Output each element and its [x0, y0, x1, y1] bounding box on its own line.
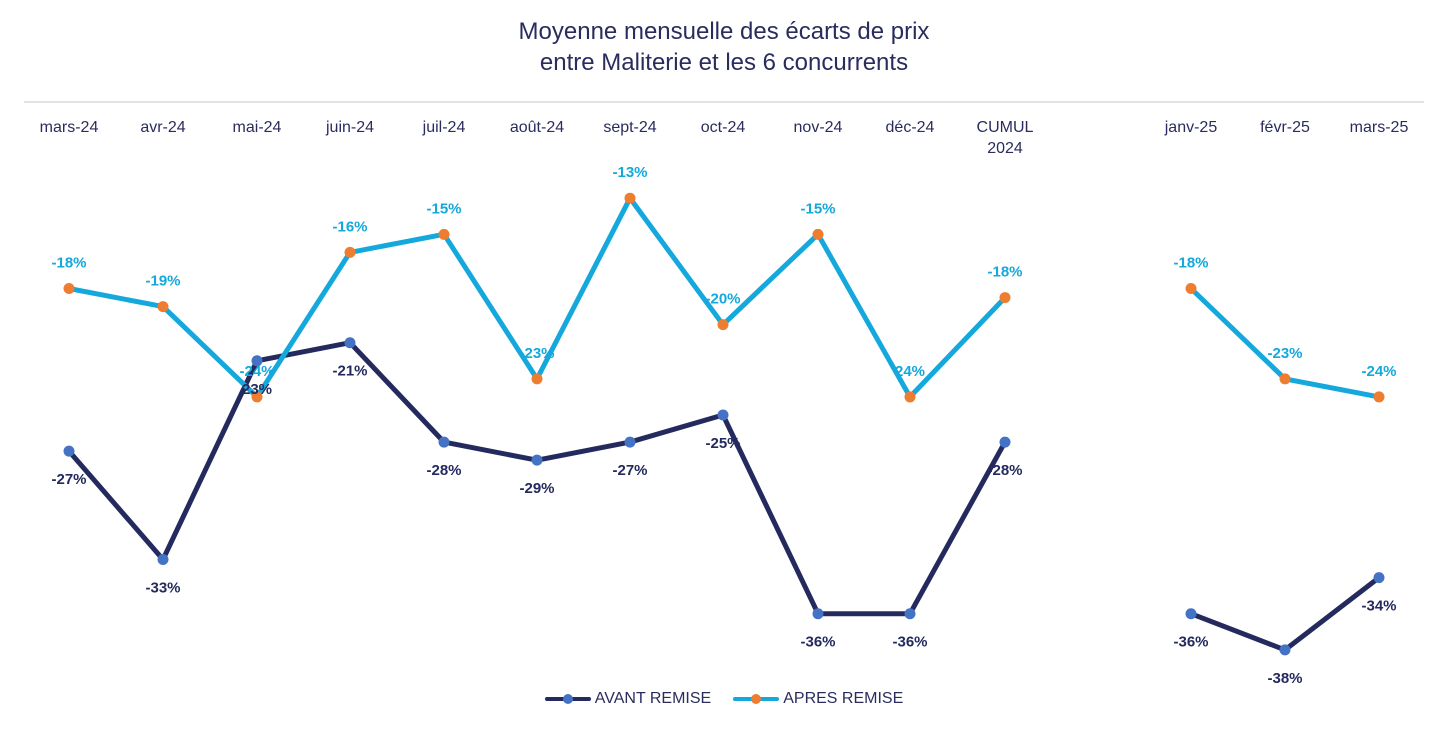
- data-point-apres: [717, 319, 729, 331]
- data-label-avant: -28%: [987, 462, 1022, 479]
- data-label-apres: -18%: [51, 255, 86, 272]
- data-point-apres: [624, 192, 636, 204]
- category-label: déc-24: [886, 119, 935, 136]
- data-label-apres: -18%: [1173, 255, 1208, 272]
- data-point-apres: [1373, 391, 1385, 403]
- data-label-avant: 23%: [242, 381, 272, 398]
- data-point-apres: [157, 301, 169, 313]
- data-point-apres: [63, 283, 75, 295]
- legend: AVANT REMISE APRES REMISE: [0, 689, 1448, 709]
- data-point-apres: [999, 292, 1011, 304]
- series-line-apres: [66, 195, 1008, 400]
- data-point-avant: [904, 608, 916, 620]
- data-label-avant: -27%: [51, 471, 86, 488]
- data-label-apres: 24%: [895, 363, 925, 380]
- data-point-avant: [999, 436, 1011, 448]
- chart-title-line-2: entre Maliterie et les 6 concurrents: [539, 49, 909, 76]
- category-label: nov-24: [794, 119, 843, 136]
- series-points: [63, 192, 1385, 656]
- data-point-avant: [812, 608, 824, 620]
- data-label-apres: -13%: [612, 164, 647, 181]
- data-point-apres: [812, 228, 824, 240]
- data-label-avant: -21%: [332, 363, 367, 380]
- data-point-avant: [63, 445, 75, 457]
- chart-title-line-1: Moyenne mensuelle des écarts de prix: [518, 18, 930, 45]
- data-point-avant: [531, 454, 543, 466]
- data-label-avant: -28%: [426, 462, 461, 479]
- legend-swatch-apres: [733, 694, 780, 704]
- data-label-avant: -36%: [800, 634, 835, 651]
- data-label-avant: -34%: [1361, 598, 1396, 615]
- category-label: févr-25: [1260, 119, 1310, 136]
- chart-title: Moyenne mensuelle des écarts de prix ent…: [0, 16, 1448, 78]
- category-label: avr-24: [140, 119, 185, 136]
- data-point-avant: [624, 436, 636, 448]
- category-label: mars-25: [1350, 119, 1409, 136]
- data-labels: -27% -33% 23% -21% -28% -29% -27% -25% -36% -36% -…: [51, 164, 1396, 687]
- category-label: juin-24: [325, 119, 374, 136]
- data-label-apres: -15%: [800, 200, 835, 217]
- legend-item-apres: APRES REMISE: [733, 689, 903, 709]
- category-labels: mars-24 avr-24 mai-24 juin-24 juil-24 août-24…: [40, 119, 1409, 157]
- category-label: mars-24: [40, 119, 99, 136]
- data-point-apres: [344, 246, 356, 258]
- data-point-apres: [1279, 373, 1291, 385]
- data-point-avant: [717, 409, 729, 421]
- category-label: août-24: [510, 119, 564, 136]
- data-label-avant: -33%: [145, 580, 180, 597]
- data-point-apres: [438, 228, 450, 240]
- data-label-apres: -23%: [519, 345, 554, 362]
- data-label-avant: -29%: [519, 480, 554, 497]
- data-point-apres: [904, 391, 916, 403]
- data-point-avant: [1185, 608, 1197, 620]
- data-label-avant: -36%: [892, 634, 927, 651]
- category-label: oct-24: [701, 119, 746, 136]
- data-label-avant: -27%: [612, 462, 647, 479]
- data-label-apres: -20%: [705, 291, 740, 308]
- data-point-avant: [157, 554, 169, 566]
- data-label-apres: -24%: [239, 363, 274, 380]
- series-line-avant: [1188, 575, 1382, 653]
- category-label: janv-25: [1164, 119, 1218, 136]
- data-point-apres: [531, 373, 543, 385]
- data-label-apres: -16%: [332, 218, 367, 235]
- legend-swatch-avant: [544, 694, 591, 704]
- category-label: sept-24: [603, 119, 656, 136]
- data-point-avant: [1279, 644, 1291, 656]
- data-label-apres: -24%: [1361, 363, 1396, 380]
- data-point-avant: [344, 337, 356, 349]
- category-label: mai-24: [233, 119, 282, 136]
- data-label-apres: -19%: [145, 273, 180, 290]
- data-point-avant: [251, 355, 263, 367]
- legend-label-avant: AVANT REMISE: [594, 690, 712, 707]
- data-label-apres: -18%: [987, 264, 1022, 281]
- data-point-apres: [251, 391, 263, 403]
- legend-item-avant: AVANT REMISE: [544, 689, 712, 709]
- data-label-avant: -25%: [705, 435, 740, 452]
- data-label-apres: -23%: [1267, 345, 1302, 362]
- category-label: juil-24: [422, 119, 466, 136]
- data-label-apres: -15%: [426, 200, 461, 217]
- data-point-avant: [438, 436, 450, 448]
- data-point-apres: [1185, 283, 1197, 295]
- data-label-avant: -36%: [1173, 634, 1208, 651]
- data-point-avant: [1373, 572, 1385, 584]
- data-label-avant: -38%: [1267, 670, 1302, 687]
- category-label: CUMUL 2024: [977, 119, 1034, 157]
- legend-label-apres: APRES REMISE: [783, 690, 904, 707]
